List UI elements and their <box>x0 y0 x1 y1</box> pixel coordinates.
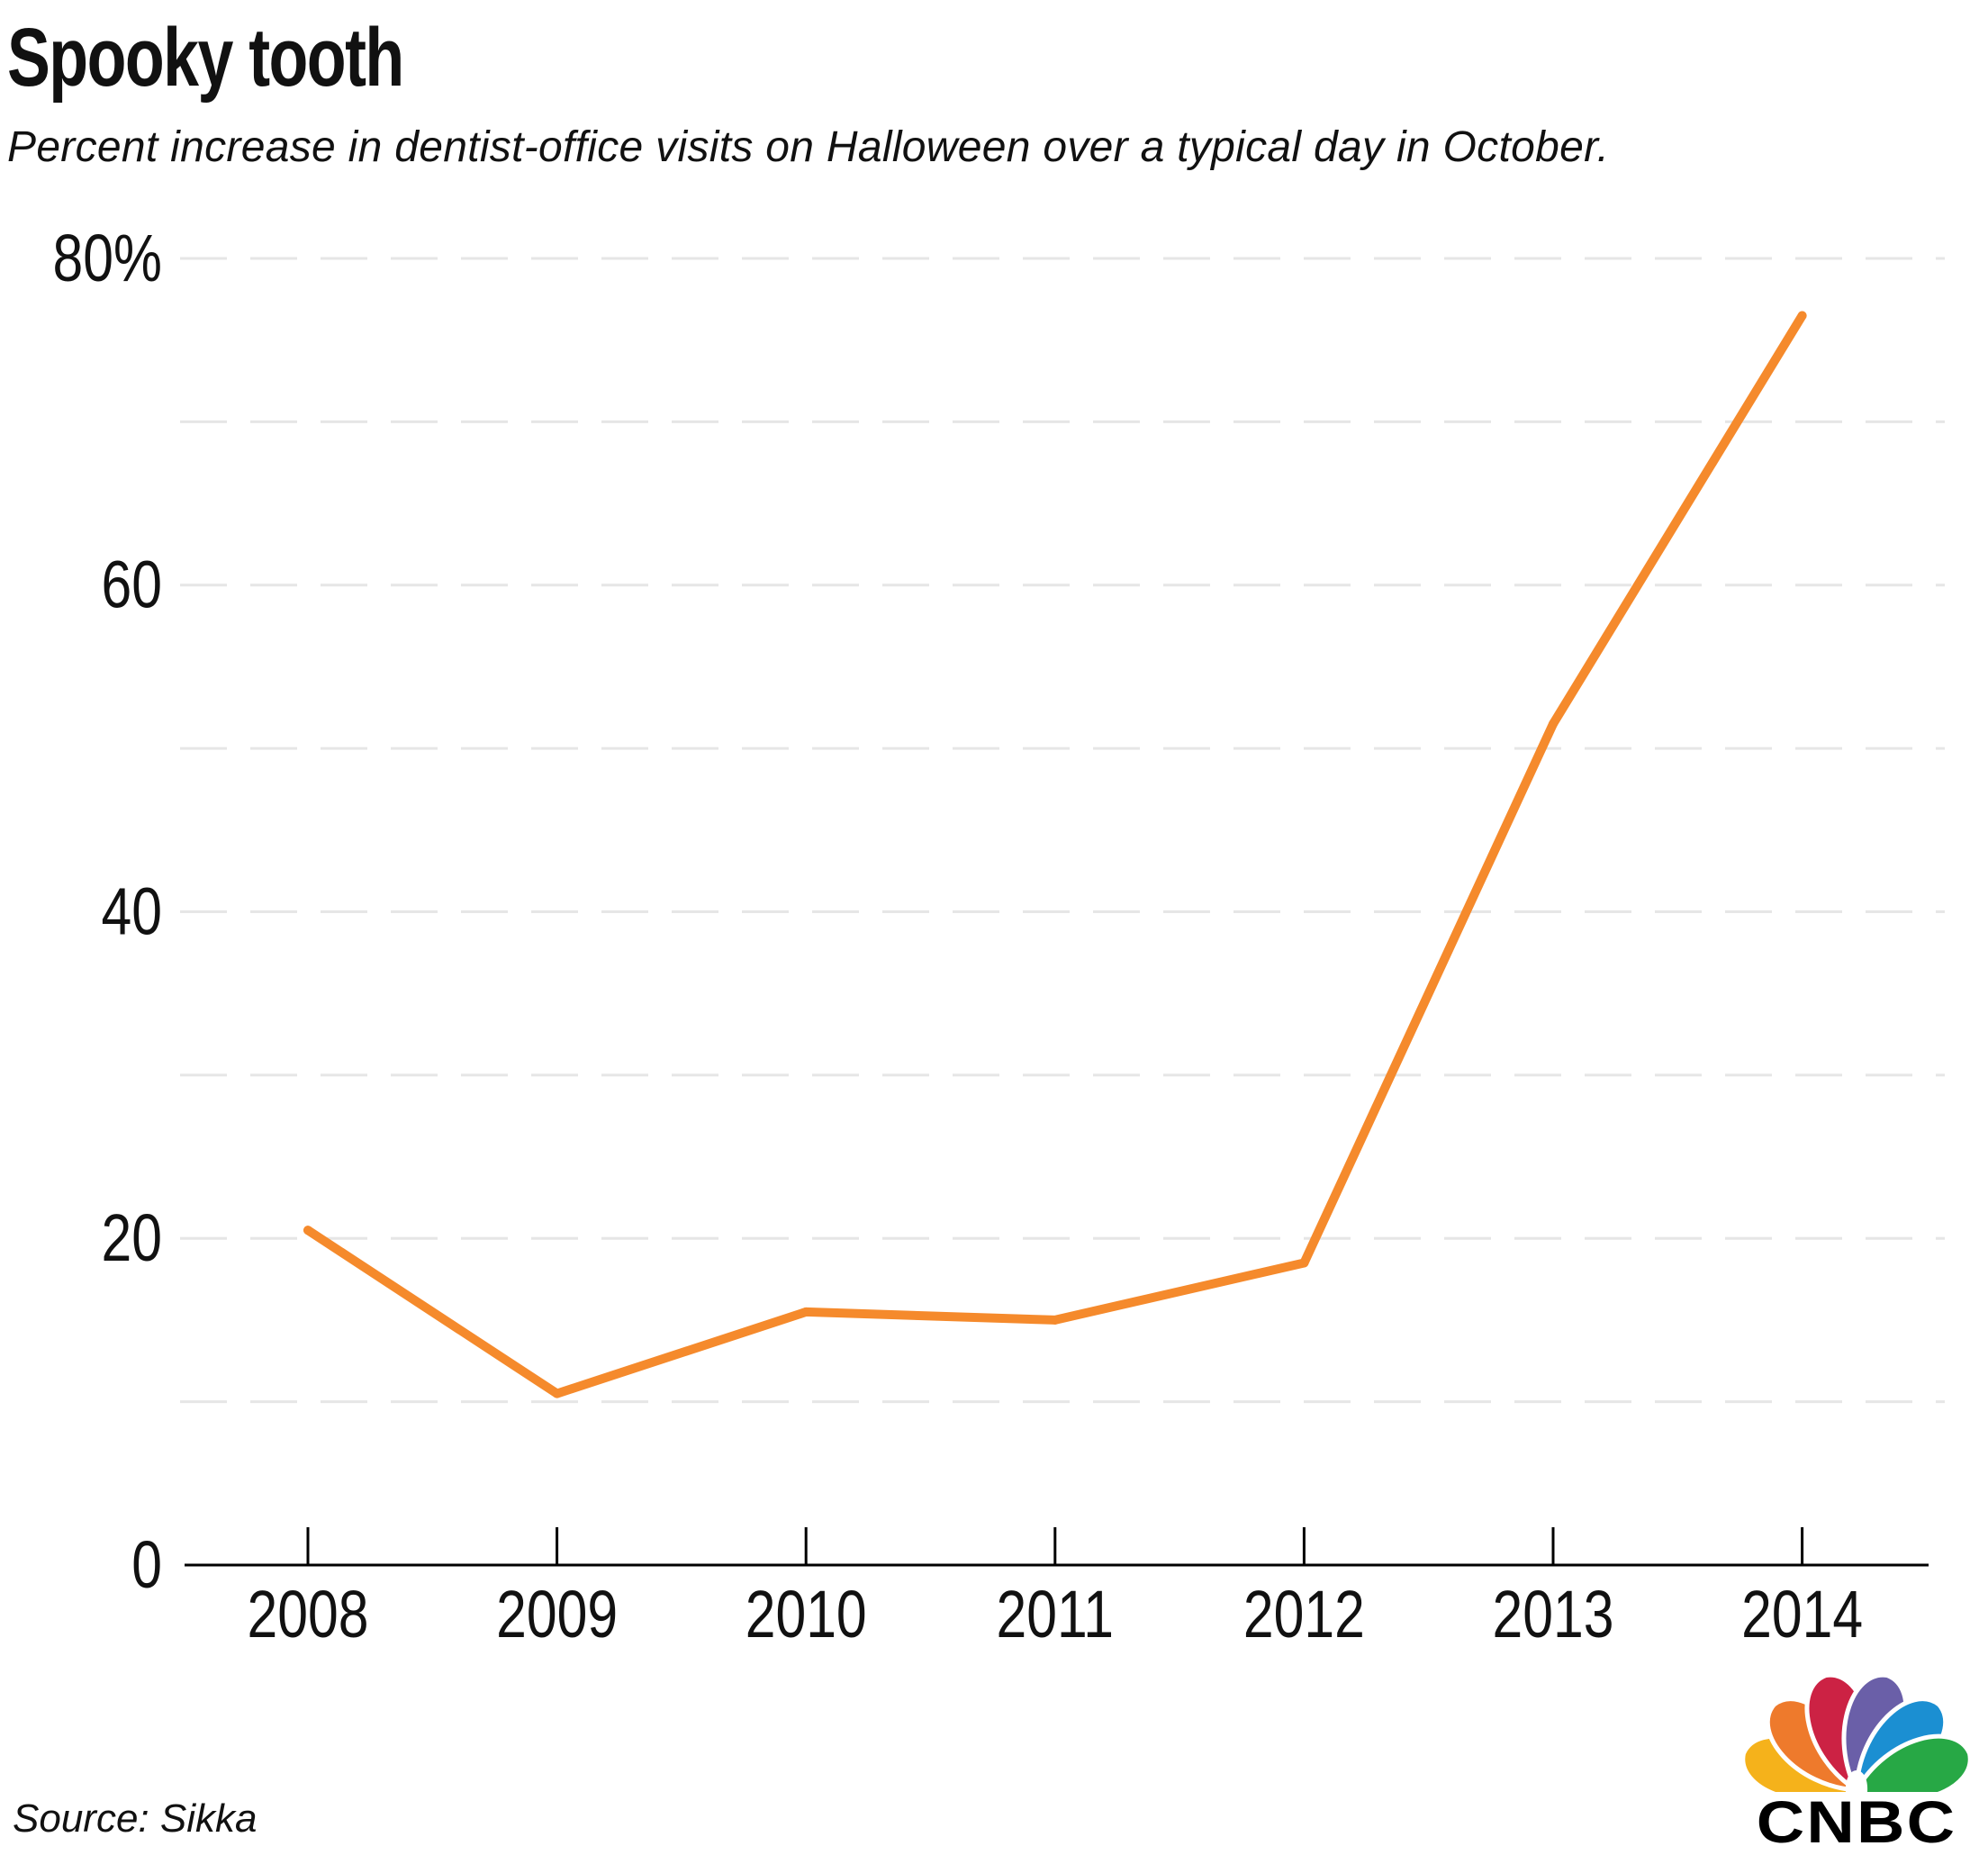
data-point-2011 <box>1050 1315 1060 1325</box>
x-tick-label-2012: 2012 <box>1243 1578 1365 1651</box>
x-tick-label-2009: 2009 <box>496 1578 618 1651</box>
x-tick-label-2014: 2014 <box>1741 1578 1863 1651</box>
series-line-0 <box>303 311 1807 1398</box>
y-tick-label-40: 40 <box>102 875 162 949</box>
y-tick-label-80: 80% <box>53 222 162 295</box>
data-point-2013 <box>1549 719 1558 728</box>
x-tick-label-2011: 2011 <box>997 1578 1114 1651</box>
x-tick-label-2013: 2013 <box>1493 1578 1614 1651</box>
y-tick-label-20: 20 <box>102 1202 162 1276</box>
data-point-2008 <box>303 1226 312 1235</box>
y-tick-label-0: 0 <box>131 1528 162 1602</box>
logo-wordmark: CNBC <box>1756 1788 1957 1855</box>
chart-subtitle: Percent increase in dentist-office visit… <box>7 123 1610 171</box>
source-note: Source: Sikka <box>13 1796 258 1841</box>
data-point-2014 <box>1797 311 1807 321</box>
data-point-2009 <box>552 1389 562 1398</box>
data-point-2012 <box>1299 1258 1309 1268</box>
x-tick-label-2010: 2010 <box>746 1578 867 1651</box>
nbc-peacock-icon <box>1740 1672 1973 1803</box>
chart-title: Spooky tooth <box>7 12 404 104</box>
peacock-body-icon <box>1845 1770 1868 1792</box>
cnbc-logo: CNBC <box>1730 1657 1983 1851</box>
x-tick-label-2008: 2008 <box>248 1578 369 1651</box>
y-tick-label-60: 60 <box>102 548 162 622</box>
data-point-2010 <box>801 1307 811 1317</box>
